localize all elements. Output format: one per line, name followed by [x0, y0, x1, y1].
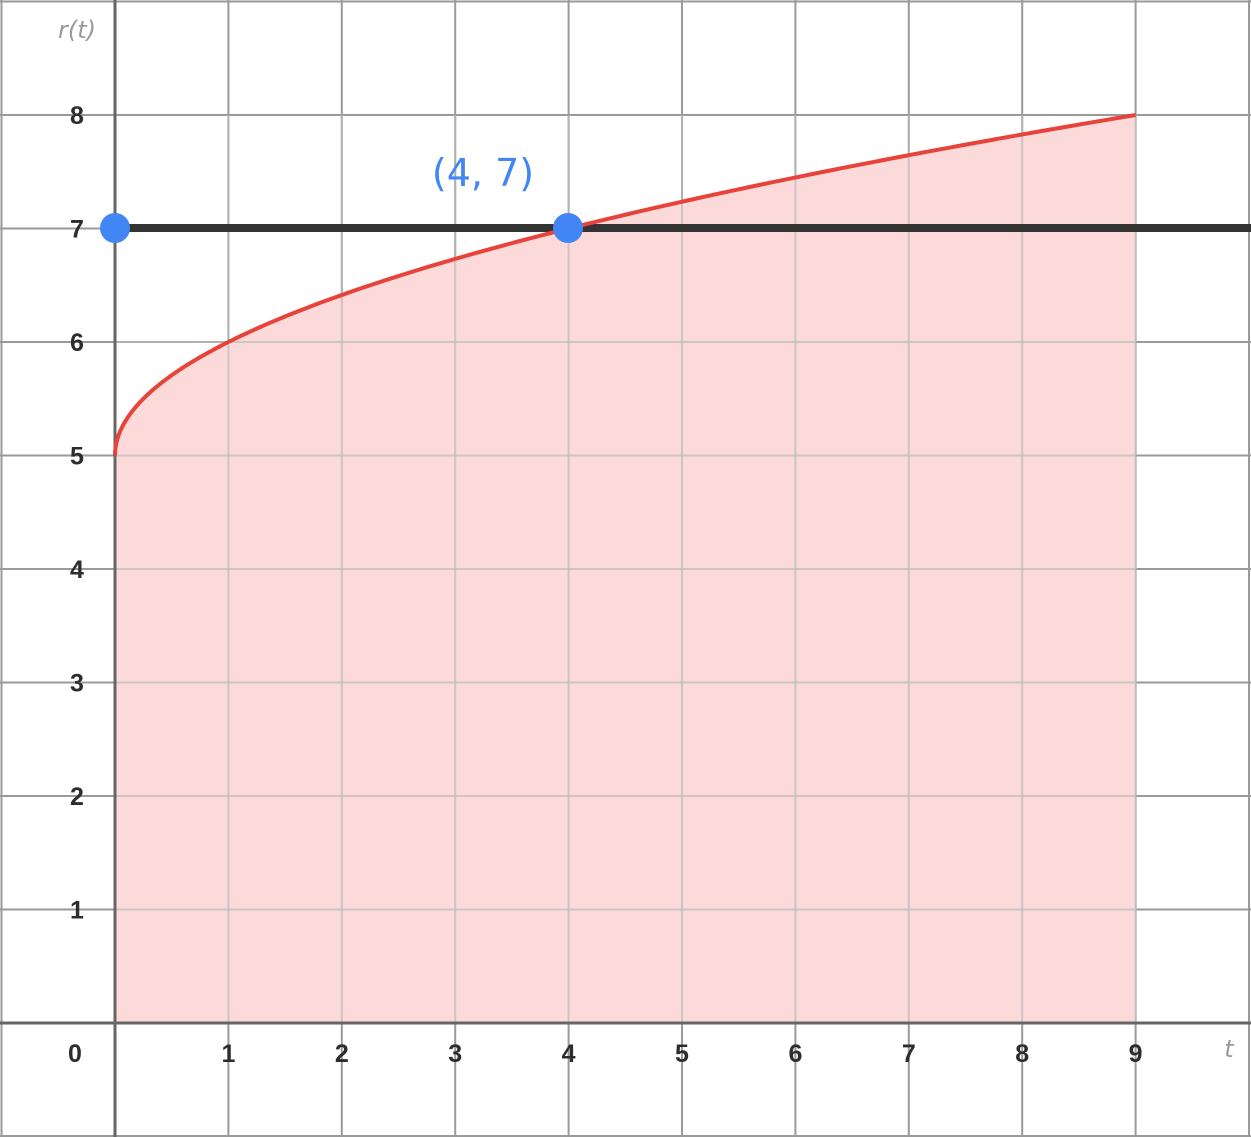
x-tick-label: 7 [902, 1040, 916, 1068]
y-tick-label: 1 [70, 897, 84, 925]
x-tick-labels: 1 2 3 4 5 6 7 8 9 [221, 1040, 1142, 1068]
x-tick-label: 2 [335, 1040, 349, 1068]
y-tick-label: 5 [70, 443, 84, 471]
x-tick-label: 6 [788, 1040, 802, 1068]
y-tick-label: 2 [70, 783, 84, 811]
x-tick-label: 5 [675, 1040, 689, 1068]
point-label: (4, 7) [432, 151, 534, 195]
grid-overlay [115, 115, 1137, 1023]
y-tick-label: 7 [70, 216, 84, 244]
y-tick-label: 3 [70, 670, 84, 698]
x-tick-label: 1 [221, 1040, 235, 1068]
y-tick-label: 8 [70, 102, 84, 130]
x-tick-label: 3 [448, 1040, 462, 1068]
y-tick-labels: 1 2 3 4 5 6 7 8 [70, 102, 84, 925]
y-axis-title: r(t) [58, 16, 96, 44]
point-0-7[interactable] [100, 213, 130, 243]
point-4-7[interactable] [553, 213, 583, 243]
x-axis-title: t [1224, 1035, 1235, 1063]
x-tick-label: 9 [1129, 1040, 1143, 1068]
y-tick-label: 6 [70, 329, 84, 357]
curve-r-of-t [113, 113, 1136, 456]
y-tick-label: 4 [70, 556, 84, 584]
x-tick-label: 4 [562, 1040, 576, 1068]
origin-label: 0 [68, 1040, 82, 1068]
x-tick-label: 8 [1015, 1040, 1029, 1068]
